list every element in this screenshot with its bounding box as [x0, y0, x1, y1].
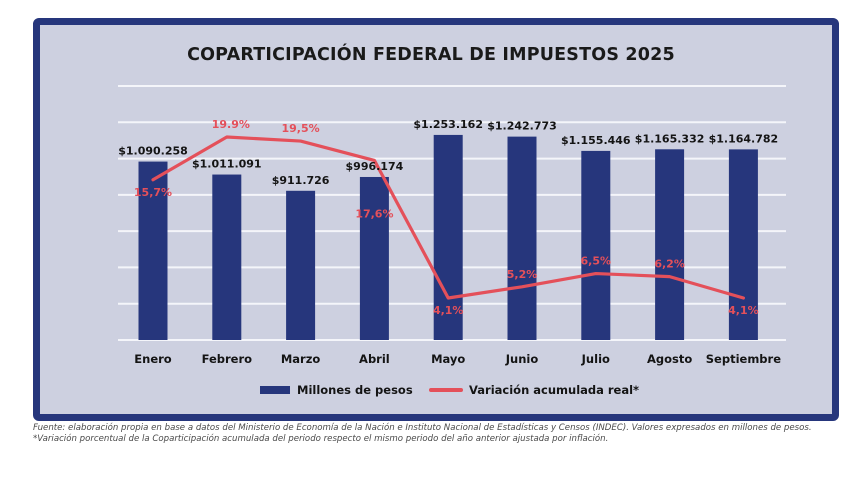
chart-title: COPARTICIPACIÓN FEDERAL DE IMPUESTOS 202…: [187, 43, 675, 65]
x-tick-label: Enero: [134, 352, 172, 366]
legend: Millones de pesos Variación acumulada re…: [260, 383, 639, 397]
line-value-label: 4,1%: [728, 304, 759, 317]
x-tick-label: Febrero: [202, 352, 253, 366]
bar-mayo: [433, 134, 463, 340]
line-value-label: 6,5%: [581, 255, 612, 268]
bar-value-label: $1.253.162: [413, 118, 483, 131]
line-value-labels: 15,7% 19.9% 19,5% 17,6% 4,1% 5,2% 6,5% 6,2% 4,1%: [134, 118, 759, 317]
bar-febrero: [212, 174, 242, 340]
variation-line: [151, 135, 746, 300]
bar-value-label: $996.174: [346, 160, 404, 173]
x-tick-label: Junio: [505, 352, 539, 366]
bar-julio: [581, 150, 611, 340]
x-tick-label: Julio: [581, 352, 610, 366]
bars: [138, 134, 758, 340]
x-tick-label: Abril: [359, 352, 390, 366]
bar-value-label: $1.164.782: [709, 132, 779, 145]
bar-marzo: [286, 190, 316, 340]
bar-enero: [138, 161, 168, 340]
line-value-label: 19.9%: [212, 118, 250, 131]
variation-note: *Variación porcentual de la Coparticipac…: [33, 434, 609, 444]
x-axis-ticks: Enero Febrero Marzo Abril Mayo Junio Julio Agos…: [134, 352, 781, 366]
bar-agosto: [655, 149, 685, 340]
line-value-label: 4,1%: [433, 304, 464, 317]
footnotes: Fuente: elaboración propia en base a dat…: [33, 423, 853, 445]
bar-value-label: $1.011.091: [192, 158, 262, 171]
line-value-label: 5,2%: [507, 268, 538, 281]
bar-value-label: $1.090.258: [118, 145, 188, 158]
line-value-label: 6,2%: [654, 258, 685, 271]
line-value-label: 19,5%: [282, 122, 320, 135]
bar-value-label: $1.165.332: [635, 132, 705, 145]
x-tick-label: Agosto: [647, 352, 692, 366]
bar-abril: [359, 176, 389, 340]
x-tick-label: Mayo: [431, 352, 465, 366]
bar-value-label: $911.726: [272, 174, 330, 187]
x-tick-label: Marzo: [281, 352, 321, 366]
legend-bars-swatch: [260, 386, 290, 394]
legend-bars-label: Millones de pesos: [297, 383, 413, 397]
variation-line-path: [151, 135, 746, 300]
line-value-label: 17,6%: [355, 207, 393, 220]
bar-value-labels: $1.090.258 $1.011.091 $911.726 $996.174 $1.2…: [118, 118, 778, 187]
bar-junio: [507, 136, 537, 340]
line-value-label: 15,7%: [134, 186, 172, 199]
x-tick-label: Septiembre: [706, 352, 781, 366]
bar-value-label: $1.155.446: [561, 134, 631, 147]
legend-line-label: Variación acumulada real*: [469, 383, 639, 397]
bar-septiembre: [728, 149, 758, 340]
source-note: Fuente: elaboración propia en base a dat…: [33, 423, 812, 433]
legend-line-swatch: [429, 388, 463, 392]
bar-value-label: $1.242.773: [487, 120, 557, 133]
